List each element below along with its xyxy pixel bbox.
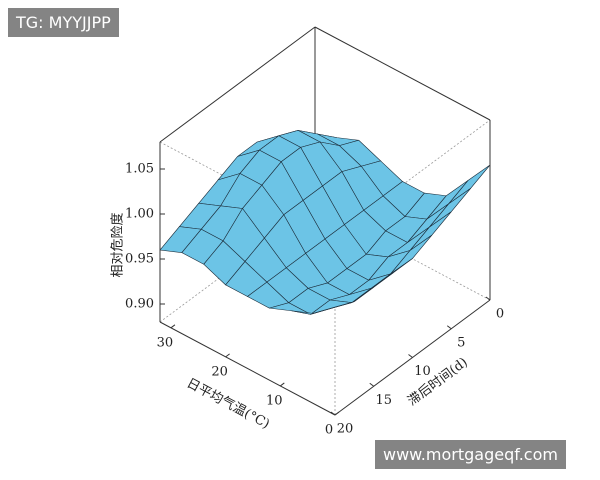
y-tick xyxy=(408,354,413,358)
x-tick xyxy=(280,382,285,387)
box-edge xyxy=(314,26,491,121)
x-tick-label: 20 xyxy=(211,364,228,379)
y-tick xyxy=(485,296,491,301)
y-tick xyxy=(369,382,375,387)
y-tick xyxy=(446,325,452,330)
x-tick xyxy=(225,353,230,358)
watermark: www.mortgageqf.com xyxy=(375,440,566,469)
y-tick-label: 20 xyxy=(337,422,354,437)
z-axis-label: 相对危险度 xyxy=(110,212,126,277)
y-tick xyxy=(330,411,336,416)
surface-patch xyxy=(448,164,491,204)
z-tick-label: 1.00 xyxy=(125,207,154,222)
z-tick-label: 0.90 xyxy=(125,297,154,312)
y-tick-label: 0 xyxy=(496,307,504,322)
box-edge xyxy=(159,26,316,143)
x-tick xyxy=(170,324,176,329)
y-tick-label: 10 xyxy=(414,364,431,379)
x-tick-label: 10 xyxy=(266,393,283,408)
x-tick-label: 30 xyxy=(157,335,174,350)
y-tick-label: 5 xyxy=(457,335,465,350)
surface-patch xyxy=(313,301,355,314)
x-axis-label: 日平均气温(°C) xyxy=(184,375,272,432)
z-tick-label: 1.05 xyxy=(125,162,154,177)
y-tick-label: 15 xyxy=(375,393,392,408)
x-axis-line xyxy=(159,321,336,416)
x-tick xyxy=(334,411,340,416)
z-tick-label: 0.95 xyxy=(125,252,154,267)
x-tick-label: 0 xyxy=(325,423,333,438)
watermark: TG: MYYJJPP xyxy=(8,8,119,37)
